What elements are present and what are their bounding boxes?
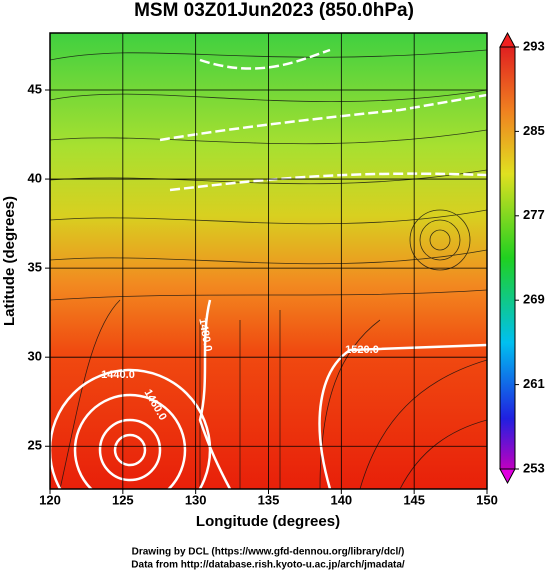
x-tick-label: 130	[185, 492, 207, 507]
x-tick-label: 125	[112, 492, 134, 507]
y-tick-label: 25	[28, 438, 42, 453]
y-tick-label: 30	[28, 349, 42, 364]
y-axis-label: Latitude (degrees)	[1, 196, 18, 326]
y-tick-label: 40	[28, 171, 42, 186]
footer-line: Data from http://database.rish.kyoto-u.a…	[131, 560, 405, 571]
contour-label: 1440.0	[101, 369, 135, 381]
x-tick-label: 145	[403, 492, 425, 507]
colorbar-tick-label: 293	[523, 38, 545, 53]
colorbar-min-arrow	[499, 468, 516, 485]
colorbar-tick-label: 269	[523, 292, 545, 307]
x-axis-label: Longitude (degrees)	[196, 513, 340, 530]
y-tick-label: 45	[28, 81, 42, 96]
x-tick-label: 120	[39, 492, 61, 507]
title: MSM 03Z01Jun2023 (850.0hPa)	[134, 0, 414, 21]
contour-label: 1520.0	[345, 344, 379, 356]
footer-line: Drawing by DCL (https://www.gfd-dennou.o…	[132, 547, 405, 558]
contour-label: 1480.0	[196, 317, 214, 352]
colorbar	[499, 46, 516, 470]
x-tick-label: 150	[476, 492, 498, 507]
colorbar-tick-label: 277	[523, 207, 545, 222]
x-tick-label: 135	[258, 492, 280, 507]
colorbar-tick-label: 253	[523, 460, 545, 475]
colorbar-tick-label: 285	[523, 123, 545, 138]
y-tick-label: 35	[28, 260, 42, 275]
x-tick-label: 140	[330, 492, 352, 507]
colorbar-max-arrow	[499, 31, 516, 48]
streamlines	[50, 48, 487, 489]
colorbar-tick-label: 261	[523, 376, 545, 391]
